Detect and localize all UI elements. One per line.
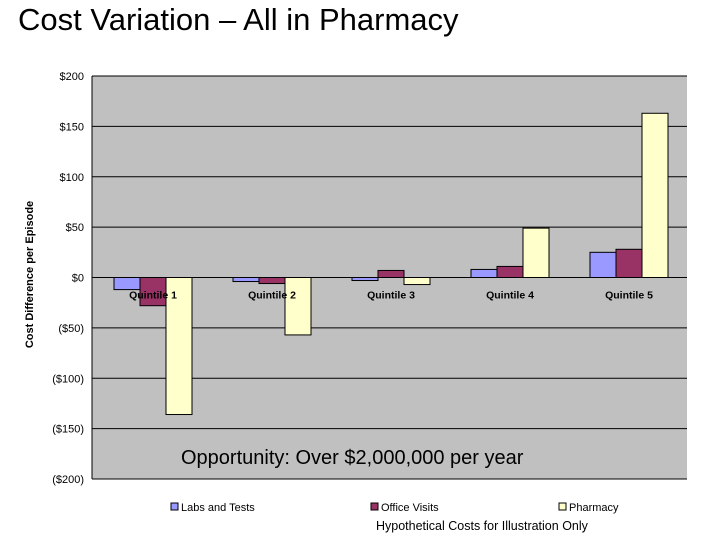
annotation-opportunity: Opportunity: Over $2,000,000 per year — [181, 447, 524, 469]
y-tick-label: ($150) — [52, 424, 84, 436]
bar-pharmacy — [522, 227, 550, 279]
y-tick-label: $50 — [66, 222, 84, 234]
bar-pharmacy — [641, 112, 669, 278]
y-tick-label: $0 — [72, 273, 84, 285]
category-label: Quintile 2 — [248, 290, 296, 302]
bar-labs-and-tests — [232, 277, 260, 283]
category-label: Quintile 3 — [367, 290, 415, 302]
y-axis-label: Cost Difference per Episode — [24, 201, 36, 348]
y-tick-label: $150 — [60, 121, 84, 133]
y-tick-label: $100 — [60, 172, 84, 184]
footnote: Hypothetical Costs for Illustration Only — [376, 519, 588, 533]
slide-title: Cost Variation – All in Pharmacy — [18, 2, 459, 37]
bar-office-visits — [258, 277, 286, 285]
bar-pharmacy — [403, 277, 431, 286]
bar-pharmacy — [284, 277, 312, 336]
bar-pharmacy — [165, 277, 193, 416]
bar-labs-and-tests — [589, 251, 617, 278]
bar-office-visits — [377, 269, 405, 279]
legend-swatch — [370, 502, 379, 511]
bar-labs-and-tests — [113, 277, 141, 291]
y-tick-label: ($50) — [58, 323, 84, 335]
category-label: Quintile 5 — [605, 290, 653, 302]
y-tick-label: ($100) — [52, 373, 84, 385]
legend-label: Pharmacy — [569, 502, 619, 514]
category-label: Quintile 4 — [486, 290, 534, 302]
y-tick-label: $200 — [60, 71, 84, 83]
legend-label: Labs and Tests — [181, 502, 255, 514]
legend-swatch — [170, 502, 179, 511]
legend-swatch — [558, 502, 567, 511]
legend-label: Office Visits — [381, 502, 439, 514]
bar-office-visits — [139, 277, 167, 307]
legend: Labs and Tests Office Visits Pharmacy — [170, 502, 619, 514]
y-tick-label: ($200) — [52, 474, 84, 486]
bar-labs-and-tests — [351, 277, 379, 282]
bar-labs-and-tests — [470, 268, 498, 279]
category-label: Quintile 1 — [129, 290, 177, 302]
bar-office-visits — [615, 248, 643, 278]
bar-office-visits — [496, 265, 524, 279]
